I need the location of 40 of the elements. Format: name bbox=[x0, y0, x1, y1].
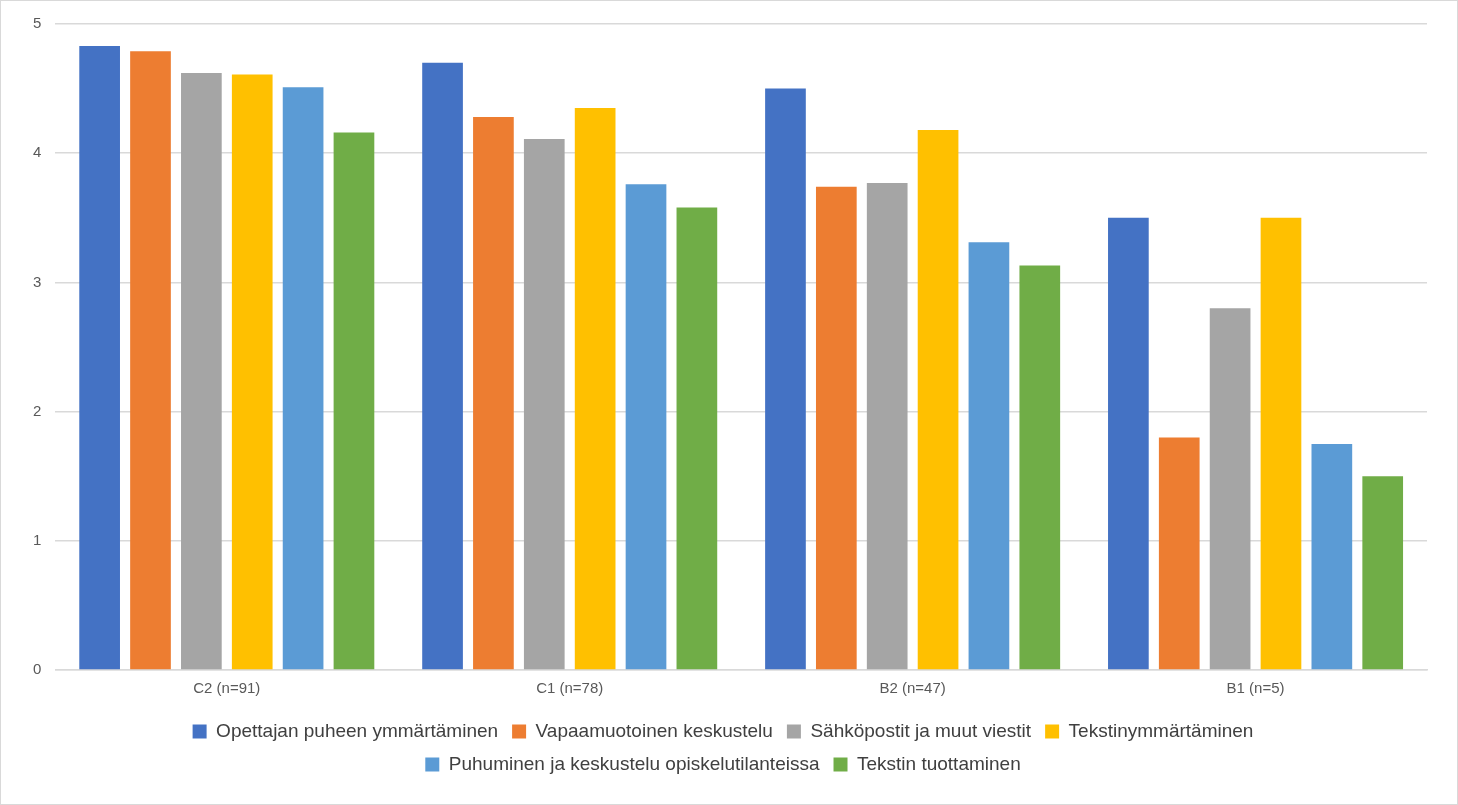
legend-label: Tekstinymmärtäminen bbox=[1068, 719, 1254, 741]
y-tick-label: 5 bbox=[33, 14, 42, 32]
legend-label: Puhuminen ja keskustelu opiskelutilanteissa bbox=[448, 752, 820, 774]
bar bbox=[1260, 217, 1302, 670]
bar bbox=[676, 207, 718, 670]
bar bbox=[473, 117, 514, 670]
bar bbox=[1362, 476, 1404, 670]
bar bbox=[523, 138, 565, 670]
y-tick-label: 0 bbox=[33, 660, 42, 678]
x-tick-label: C1 (n=78) bbox=[536, 679, 604, 697]
y-tick-label: 4 bbox=[33, 143, 42, 161]
bar bbox=[1019, 265, 1061, 670]
bar bbox=[1209, 308, 1251, 670]
legend-label: Opettajan puheen ymmärtäminen bbox=[216, 719, 499, 741]
bar bbox=[333, 132, 375, 670]
y-tick-label: 3 bbox=[33, 272, 42, 290]
bar bbox=[815, 186, 857, 670]
y-tick-label: 1 bbox=[33, 530, 42, 548]
bar bbox=[917, 129, 959, 670]
bar bbox=[422, 62, 463, 670]
bar bbox=[282, 87, 324, 670]
bar bbox=[968, 242, 1010, 670]
bar bbox=[1311, 443, 1353, 670]
legend-label: Tekstin tuottaminen bbox=[857, 752, 1021, 774]
bar bbox=[625, 184, 667, 670]
bar bbox=[574, 107, 616, 670]
bar bbox=[765, 88, 806, 670]
x-tick-label: C2 (n=91) bbox=[193, 679, 261, 697]
x-tick-label: B1 (n=5) bbox=[1226, 679, 1285, 697]
bar bbox=[181, 73, 222, 670]
y-tick-label: 2 bbox=[33, 401, 42, 419]
bar bbox=[1158, 437, 1200, 670]
bar bbox=[231, 74, 273, 670]
bar bbox=[79, 45, 120, 670]
bar bbox=[1108, 217, 1149, 670]
legend-label: Vapaamuotoinen keskustelu bbox=[535, 719, 773, 741]
legend-label: Sähköpostit ja muut viestit bbox=[810, 719, 1032, 741]
bar bbox=[130, 51, 171, 670]
bar bbox=[866, 182, 908, 670]
x-tick-label: B2 (n=47) bbox=[879, 679, 946, 697]
